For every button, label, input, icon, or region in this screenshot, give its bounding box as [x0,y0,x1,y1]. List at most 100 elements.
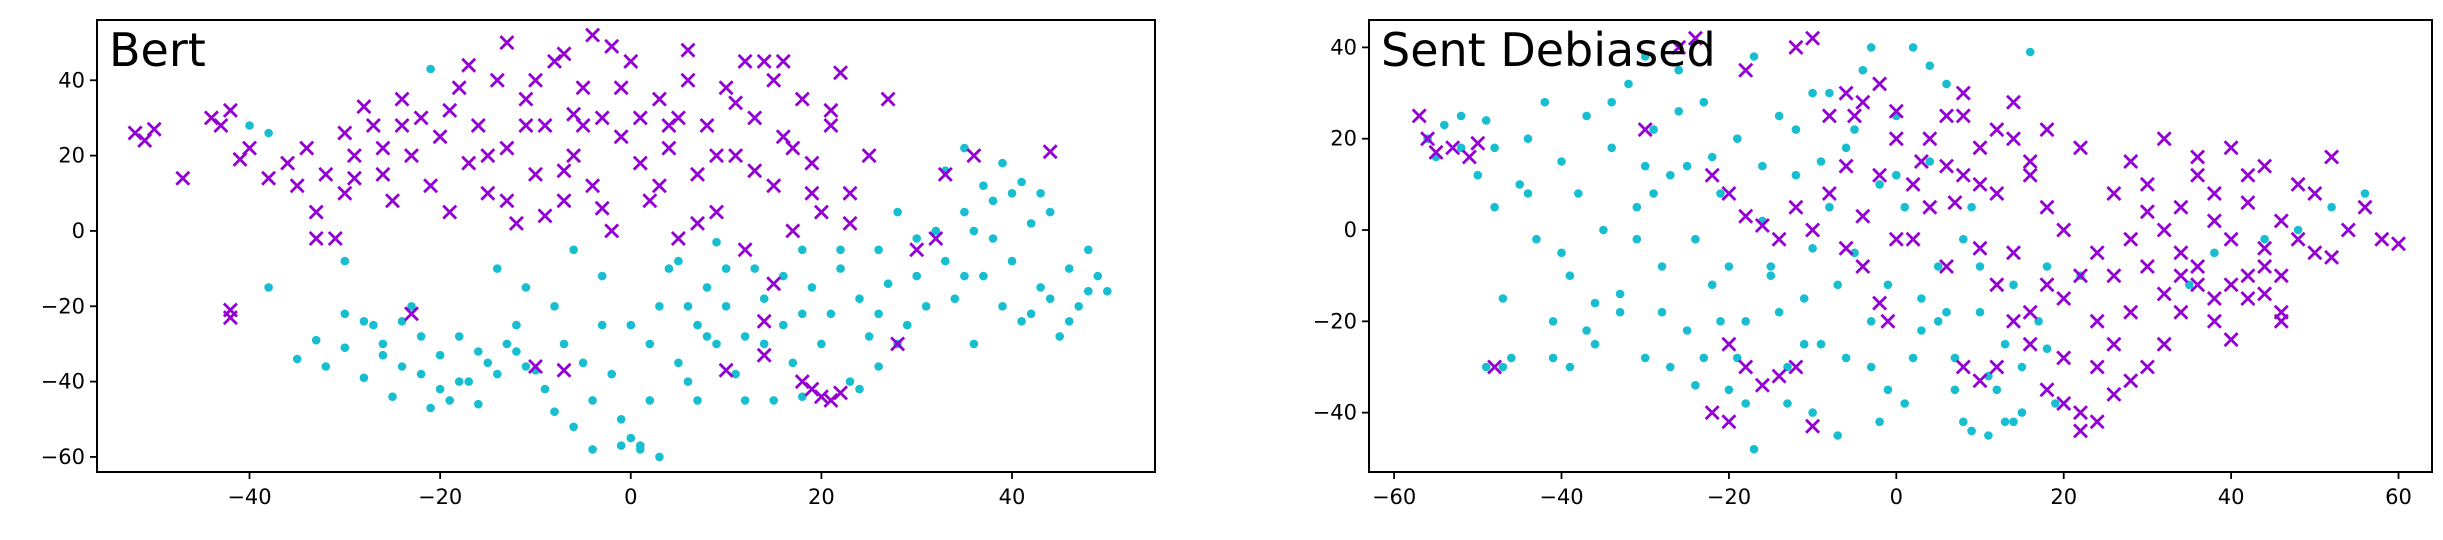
bert-point-x [613,129,629,145]
sent-debiased-point-x [1721,414,1737,430]
sent-debiased-point-circle [1481,362,1491,372]
bert-point-x [470,118,486,133]
bert-point-x [661,140,677,156]
sent-debiased-point-x [1905,176,1921,192]
bert-point-x [461,57,477,73]
bert-point-x [728,148,744,164]
sent-debiased-point-x [2073,405,2088,421]
bert-point-circle [769,396,778,405]
sent-debiased-point-x [2022,154,2038,169]
sent-debiased-point-circle [1682,161,1692,171]
bert-point-circle [950,294,960,304]
bert-point-circle [578,358,588,368]
bert-point-circle [340,256,350,266]
bert-point-x [356,99,372,115]
bert-point-x [785,223,801,239]
bert-point-circle [759,294,769,304]
bert-ytick-label: −20 [41,294,85,318]
bert-point-x [261,170,277,186]
sent-debiased-point-x [2123,373,2139,389]
bert-point-circle [1064,264,1074,273]
bert-point-circle [292,354,302,364]
sent-debiased-point-circle [1481,116,1491,125]
sent-debiased-point-circle [1950,385,1960,395]
sent-debiased-point-x [2307,186,2323,201]
bert-point-circle [731,369,740,379]
sent-debiased-point-circle [2000,339,2010,349]
sent-debiased-point-x [1821,186,1837,201]
bert-point-x [337,185,353,201]
sent-debiased-point-circle [2009,417,2018,427]
bert-point-x [461,155,477,171]
bert-point-x [508,215,524,231]
bert-point-circle [454,377,464,386]
bert-point-x [499,193,515,209]
bert-point-x [299,140,315,156]
sent-debiased-point-x [1687,30,1703,46]
sent-debiased-point-circle [1607,97,1616,107]
bert-point-x [594,110,610,126]
bert-point-x [499,140,515,156]
bert-point-circle [616,415,626,424]
sent-debiased-point-x [2106,186,2122,201]
bert-point-x [794,91,810,107]
sent-debiased-point-x [2089,313,2105,329]
sent-debiased-point-x [2206,186,2222,201]
sent-debiased-point-circle [2185,280,2194,290]
sent-debiased-point-circle [1942,79,1951,89]
bert-point-x [842,215,858,231]
bert-point-x [651,178,667,194]
sent-debiased-point-circle [1975,262,1985,271]
bert-marks [127,27,1112,462]
sent-debiased-point-circle [1640,161,1650,171]
bert-point-x [432,129,448,145]
sent-debiased-point-circle [1984,431,1993,440]
sent-debiased-point-circle [1825,88,1834,98]
bert-point-circle [550,407,559,417]
sent-debiased-point-circle [1925,61,1935,70]
bert-point-x [528,359,543,374]
sent-debiased-point-x [1637,122,1653,138]
sent-debiased-point-circle [1607,143,1616,153]
bert-ytick-label: 0 [72,219,85,243]
sent-debiased-point-x [2240,291,2256,306]
bert-point-circle [416,332,426,341]
sent-debiased-point-circle [1783,399,1792,408]
bert-point-x [833,65,848,81]
bert-point-circle [1064,317,1074,326]
sent-debiased-point-x [1939,158,1954,174]
bert-xtick-label: 20 [808,485,835,509]
sent-debiased-point-circle [1900,399,1909,408]
sent-debiased-point-x [2273,304,2289,320]
sent-debiased-point-x [2257,240,2273,256]
bert-point-x [280,155,296,171]
sent-debiased-point-circle [1590,298,1600,308]
bert-point-circle [597,320,607,330]
sent-debiased-point-x [2039,382,2055,398]
bert-point-x [718,80,734,96]
sent-debiased-point-x [1788,359,1804,375]
bert-point-circle [664,264,674,273]
bert-point-circle [826,309,836,319]
sent-debiased-ytick-label: 0 [1344,218,1357,242]
bert-point-circle [521,283,531,292]
bert-point-x [728,95,744,111]
bert-point-circle [512,320,521,330]
sent-debiased-point-circle [1733,353,1742,363]
sent-debiased-point-x [1972,240,1988,256]
bert-point-x [556,362,572,378]
sent-debiased-point-circle [1866,317,1876,326]
sent-debiased-point-circle [1791,125,1801,134]
sent-debiased-point-circle [1640,52,1650,61]
bert-point-circle [521,362,531,371]
bert-point-circle [616,441,626,450]
bert-point-circle [893,207,902,217]
bert-point-x [318,166,334,182]
bert-point-circle [836,245,845,255]
bert-point-circle [264,283,273,292]
sent-debiased-point-x [2156,131,2172,147]
sent-debiased-point-x [1872,295,1888,311]
sent-debiased-point-x [2223,277,2239,293]
bert-point-circle [569,422,578,432]
sent-debiased-point-x [2073,140,2088,156]
